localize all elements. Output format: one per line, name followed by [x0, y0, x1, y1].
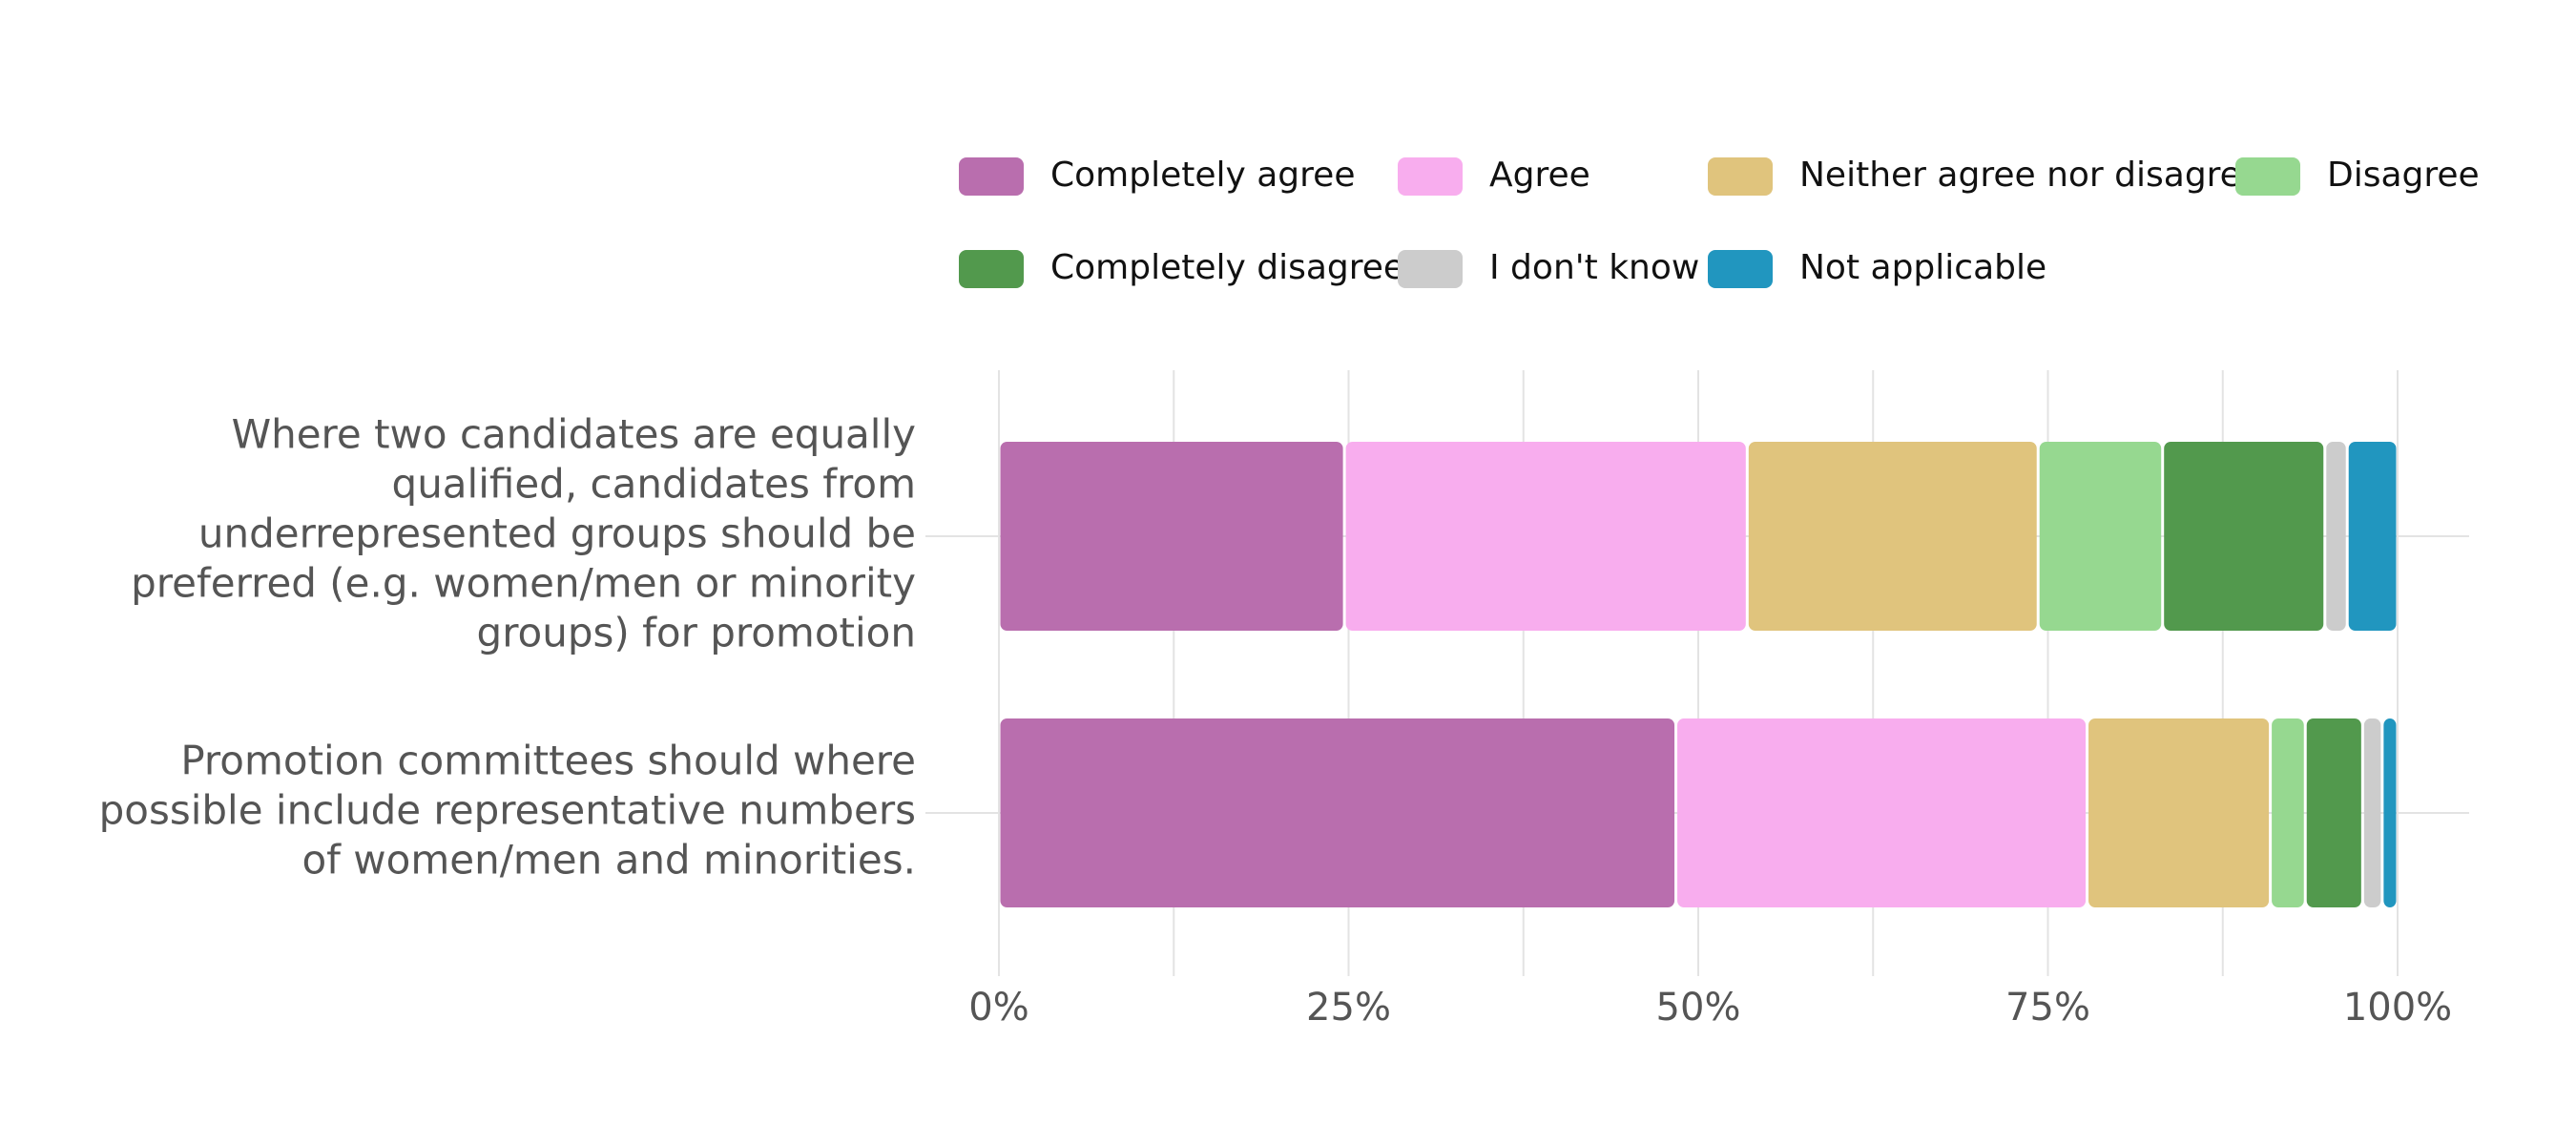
- legend-label: Neither agree nor disagree: [1799, 156, 2262, 195]
- x-axis: 0% 25% 50% 75% 100%: [968, 986, 2452, 1030]
- legend-item-neither-agree-nor-disagree: Neither agree nor disagree: [1708, 156, 2262, 196]
- category-label-line: Where two candidates are equally: [232, 411, 916, 458]
- bar-segment-disagree: [2272, 718, 2304, 907]
- legend-swatch: [1708, 157, 1773, 196]
- legend-item-agree: Agree: [1398, 156, 1590, 196]
- legend-swatch: [959, 250, 1024, 288]
- category-label-line: underrepresented groups should be: [198, 510, 916, 557]
- legend-item-i-don-t-know: I don't know: [1398, 248, 1699, 288]
- x-tick-label: 100%: [2343, 986, 2452, 1030]
- bar-segment-not-applicable: [2383, 718, 2397, 907]
- legend-label: Disagree: [2327, 156, 2480, 195]
- legend: Completely agree Agree Neither agree nor d…: [959, 156, 2480, 288]
- bar-segment-completely-agree: [1000, 718, 1675, 907]
- legend-label: Not applicable: [1799, 248, 2046, 287]
- category-label-line: qualified, candidates from: [392, 461, 916, 508]
- category-label-line: Promotion committees should where: [180, 738, 916, 784]
- legend-item-completely-disagree: Completely disagree: [959, 248, 1404, 288]
- bar-segment-completely-disagree: [2164, 442, 2324, 631]
- legend-item-not-applicable: Not applicable: [1708, 248, 2046, 288]
- bar-segment-i-don-t-know: [2363, 718, 2381, 907]
- legend-item-completely-agree: Completely agree: [959, 156, 1355, 196]
- legend-swatch: [1708, 250, 1773, 288]
- x-tick-label: 25%: [1306, 986, 1391, 1030]
- legend-swatch: [2235, 157, 2300, 196]
- bar-segment-agree: [1677, 718, 2087, 907]
- bars: [1000, 442, 2397, 907]
- x-tick-label: 50%: [1656, 986, 1741, 1030]
- category-label-line: of women/men and minorities.: [301, 837, 916, 884]
- bar-segment-neither-agree-nor-disagree: [1748, 442, 2037, 631]
- bar-segment-neither-agree-nor-disagree: [2088, 718, 2270, 907]
- legend-item-disagree: Disagree: [2235, 156, 2480, 196]
- bar-segment-i-don-t-know: [2326, 442, 2346, 631]
- bar-segment-completely-disagree: [2306, 718, 2361, 907]
- legend-swatch: [1398, 250, 1463, 288]
- category-label-line: preferred (e.g. women/men or minority: [131, 560, 916, 607]
- bar-segment-completely-agree: [1000, 442, 1343, 631]
- x-tick-label: 75%: [2005, 986, 2090, 1030]
- category-labels: Where two candidates are equallyqualifie…: [99, 411, 916, 884]
- legend-label: I don't know: [1489, 248, 1699, 287]
- bar-segment-not-applicable: [2348, 442, 2397, 631]
- legend-swatch: [959, 157, 1024, 196]
- legend-label: Completely agree: [1050, 156, 1355, 195]
- legend-label: Completely disagree: [1050, 248, 1404, 287]
- legend-swatch: [1398, 157, 1463, 196]
- x-tick-label: 0%: [968, 986, 1028, 1030]
- legend-label: Agree: [1489, 156, 1590, 195]
- category-label-line: groups) for promotion: [477, 610, 916, 656]
- bar-segment-disagree: [2039, 442, 2162, 631]
- bar-segment-agree: [1345, 442, 1746, 631]
- category-label-line: possible include representative numbers: [99, 787, 916, 834]
